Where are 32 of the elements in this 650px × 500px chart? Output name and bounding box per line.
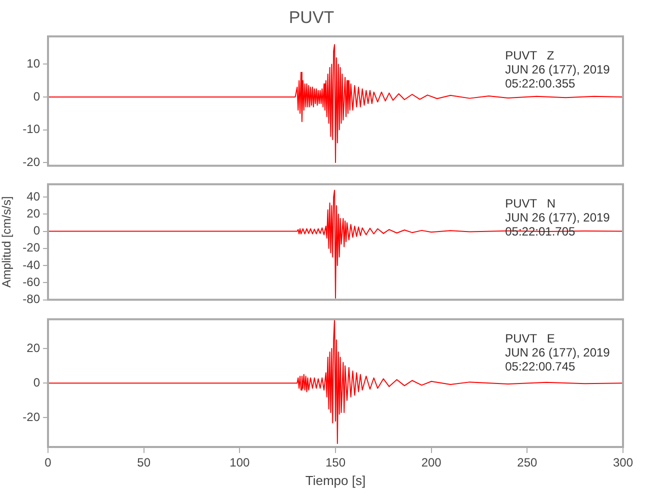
annotation: PUVT N: [505, 196, 556, 211]
chart-title: PUVT: [288, 8, 334, 27]
y-tick-label: 10: [26, 56, 40, 71]
annotation: PUVT E: [505, 332, 555, 346]
y-tick-label: -20: [22, 154, 40, 169]
y-tick-label: 20: [26, 206, 40, 220]
x-tick-label: 250: [517, 456, 538, 470]
x-tick-label: 0: [44, 456, 52, 470]
y-tick-label: 0: [33, 89, 40, 104]
x-tick-label: 200: [421, 456, 442, 470]
y-tick-label: -40: [22, 258, 40, 272]
x-tick-label: 100: [230, 456, 250, 470]
y-tick-label: -10: [22, 122, 40, 136]
annotation: JUN 26 (177), 2019: [505, 210, 610, 225]
y-tick-label: 0: [33, 224, 40, 238]
x-tick-label: 300: [612, 456, 634, 470]
annotation: 05:22:00.355: [505, 76, 576, 91]
annotation: PUVT Z: [505, 48, 554, 63]
y-tick-label: -20: [22, 240, 40, 255]
y-tick-label: -60: [22, 274, 40, 289]
x-tick-label: 50: [137, 456, 151, 470]
y-tick-label: 40: [26, 189, 40, 204]
x-tick-label: 150: [325, 456, 346, 470]
annotation: JUN 26 (177), 2019: [505, 346, 610, 360]
annotation: 05:22:00.745: [505, 360, 576, 374]
y-tick-label: 20: [26, 340, 40, 355]
y-tick-label: -80: [22, 292, 40, 306]
y-axis-title: Amplitud [cm/s/s]: [0, 196, 14, 288]
y-tick-label: -20: [22, 410, 40, 424]
annotation: JUN 26 (177), 2019: [505, 62, 610, 77]
x-axis-title: Tiempo [s]: [305, 472, 366, 488]
y-tick-label: 0: [33, 375, 40, 390]
